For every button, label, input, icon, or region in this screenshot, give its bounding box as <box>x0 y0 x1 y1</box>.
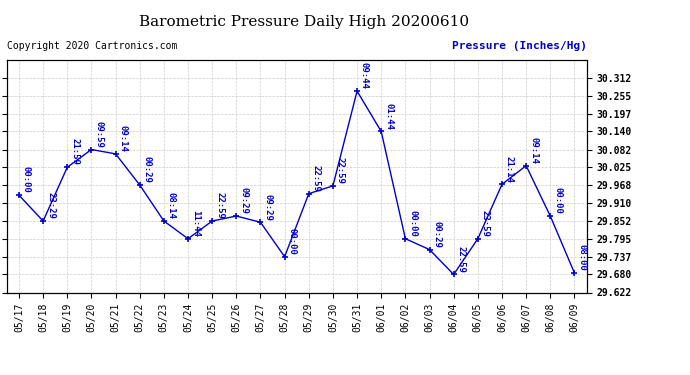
Text: Pressure (Inches/Hg): Pressure (Inches/Hg) <box>451 41 586 51</box>
Text: 09:14: 09:14 <box>119 125 128 152</box>
Text: 22:59: 22:59 <box>312 165 321 192</box>
Text: 00:29: 00:29 <box>433 221 442 248</box>
Text: 09:44: 09:44 <box>360 62 369 89</box>
Text: Barometric Pressure Daily High 20200610: Barometric Pressure Daily High 20200610 <box>139 15 469 29</box>
Text: 22:59: 22:59 <box>215 192 224 219</box>
Text: Copyright 2020 Cartronics.com: Copyright 2020 Cartronics.com <box>7 41 177 51</box>
Text: 21:14: 21:14 <box>505 156 514 183</box>
Text: 01:44: 01:44 <box>384 103 393 130</box>
Text: 00:00: 00:00 <box>408 210 417 237</box>
Text: 23:59: 23:59 <box>481 210 490 237</box>
Text: 22:59: 22:59 <box>457 246 466 273</box>
Text: 22:59: 22:59 <box>336 157 345 184</box>
Text: 08:00: 08:00 <box>578 244 586 271</box>
Text: 00:00: 00:00 <box>553 187 562 214</box>
Text: 11:44: 11:44 <box>191 210 200 237</box>
Text: 00:00: 00:00 <box>22 166 31 194</box>
Text: 09:59: 09:59 <box>95 121 103 148</box>
Text: 09:29: 09:29 <box>264 194 273 220</box>
Text: 09:29: 09:29 <box>239 187 248 214</box>
Text: 00:00: 00:00 <box>288 228 297 255</box>
Text: 09:14: 09:14 <box>529 137 538 164</box>
Text: 23:29: 23:29 <box>46 192 55 219</box>
Text: 08:14: 08:14 <box>167 192 176 219</box>
Text: 00:29: 00:29 <box>143 156 152 183</box>
Text: 21:59: 21:59 <box>70 138 79 165</box>
